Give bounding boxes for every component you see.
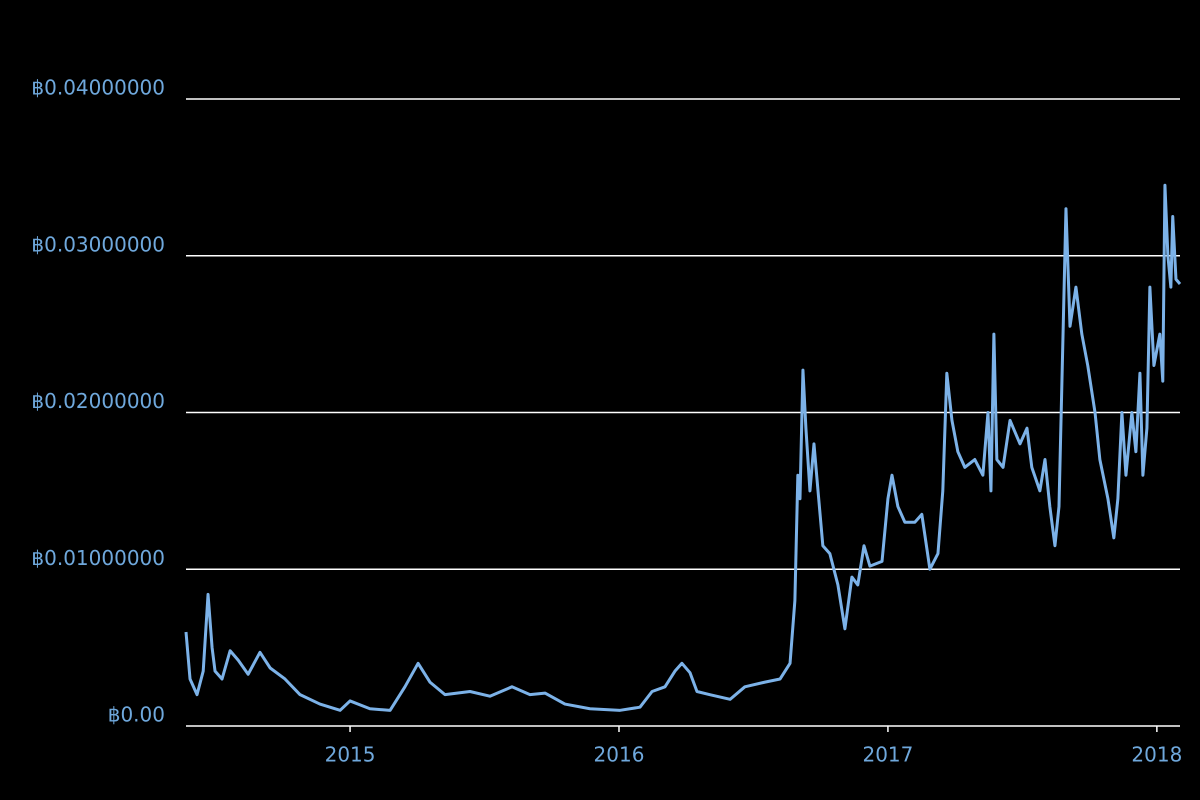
y-tick-label: ฿0.04000000: [31, 76, 165, 100]
x-tick-label: 2015: [325, 743, 376, 767]
y-tick-label: ฿0.03000000: [31, 232, 165, 256]
x-tick-label: 2017: [862, 743, 913, 767]
x-tick-label: 2016: [594, 743, 645, 767]
y-tick-label: ฿0.01000000: [31, 546, 165, 570]
price-line: [184, 183, 1182, 712]
y-tick-label: ฿0.02000000: [31, 389, 165, 413]
y-tick-label: ฿0.00: [108, 703, 165, 727]
x-tick-label: 2018: [1131, 743, 1182, 767]
